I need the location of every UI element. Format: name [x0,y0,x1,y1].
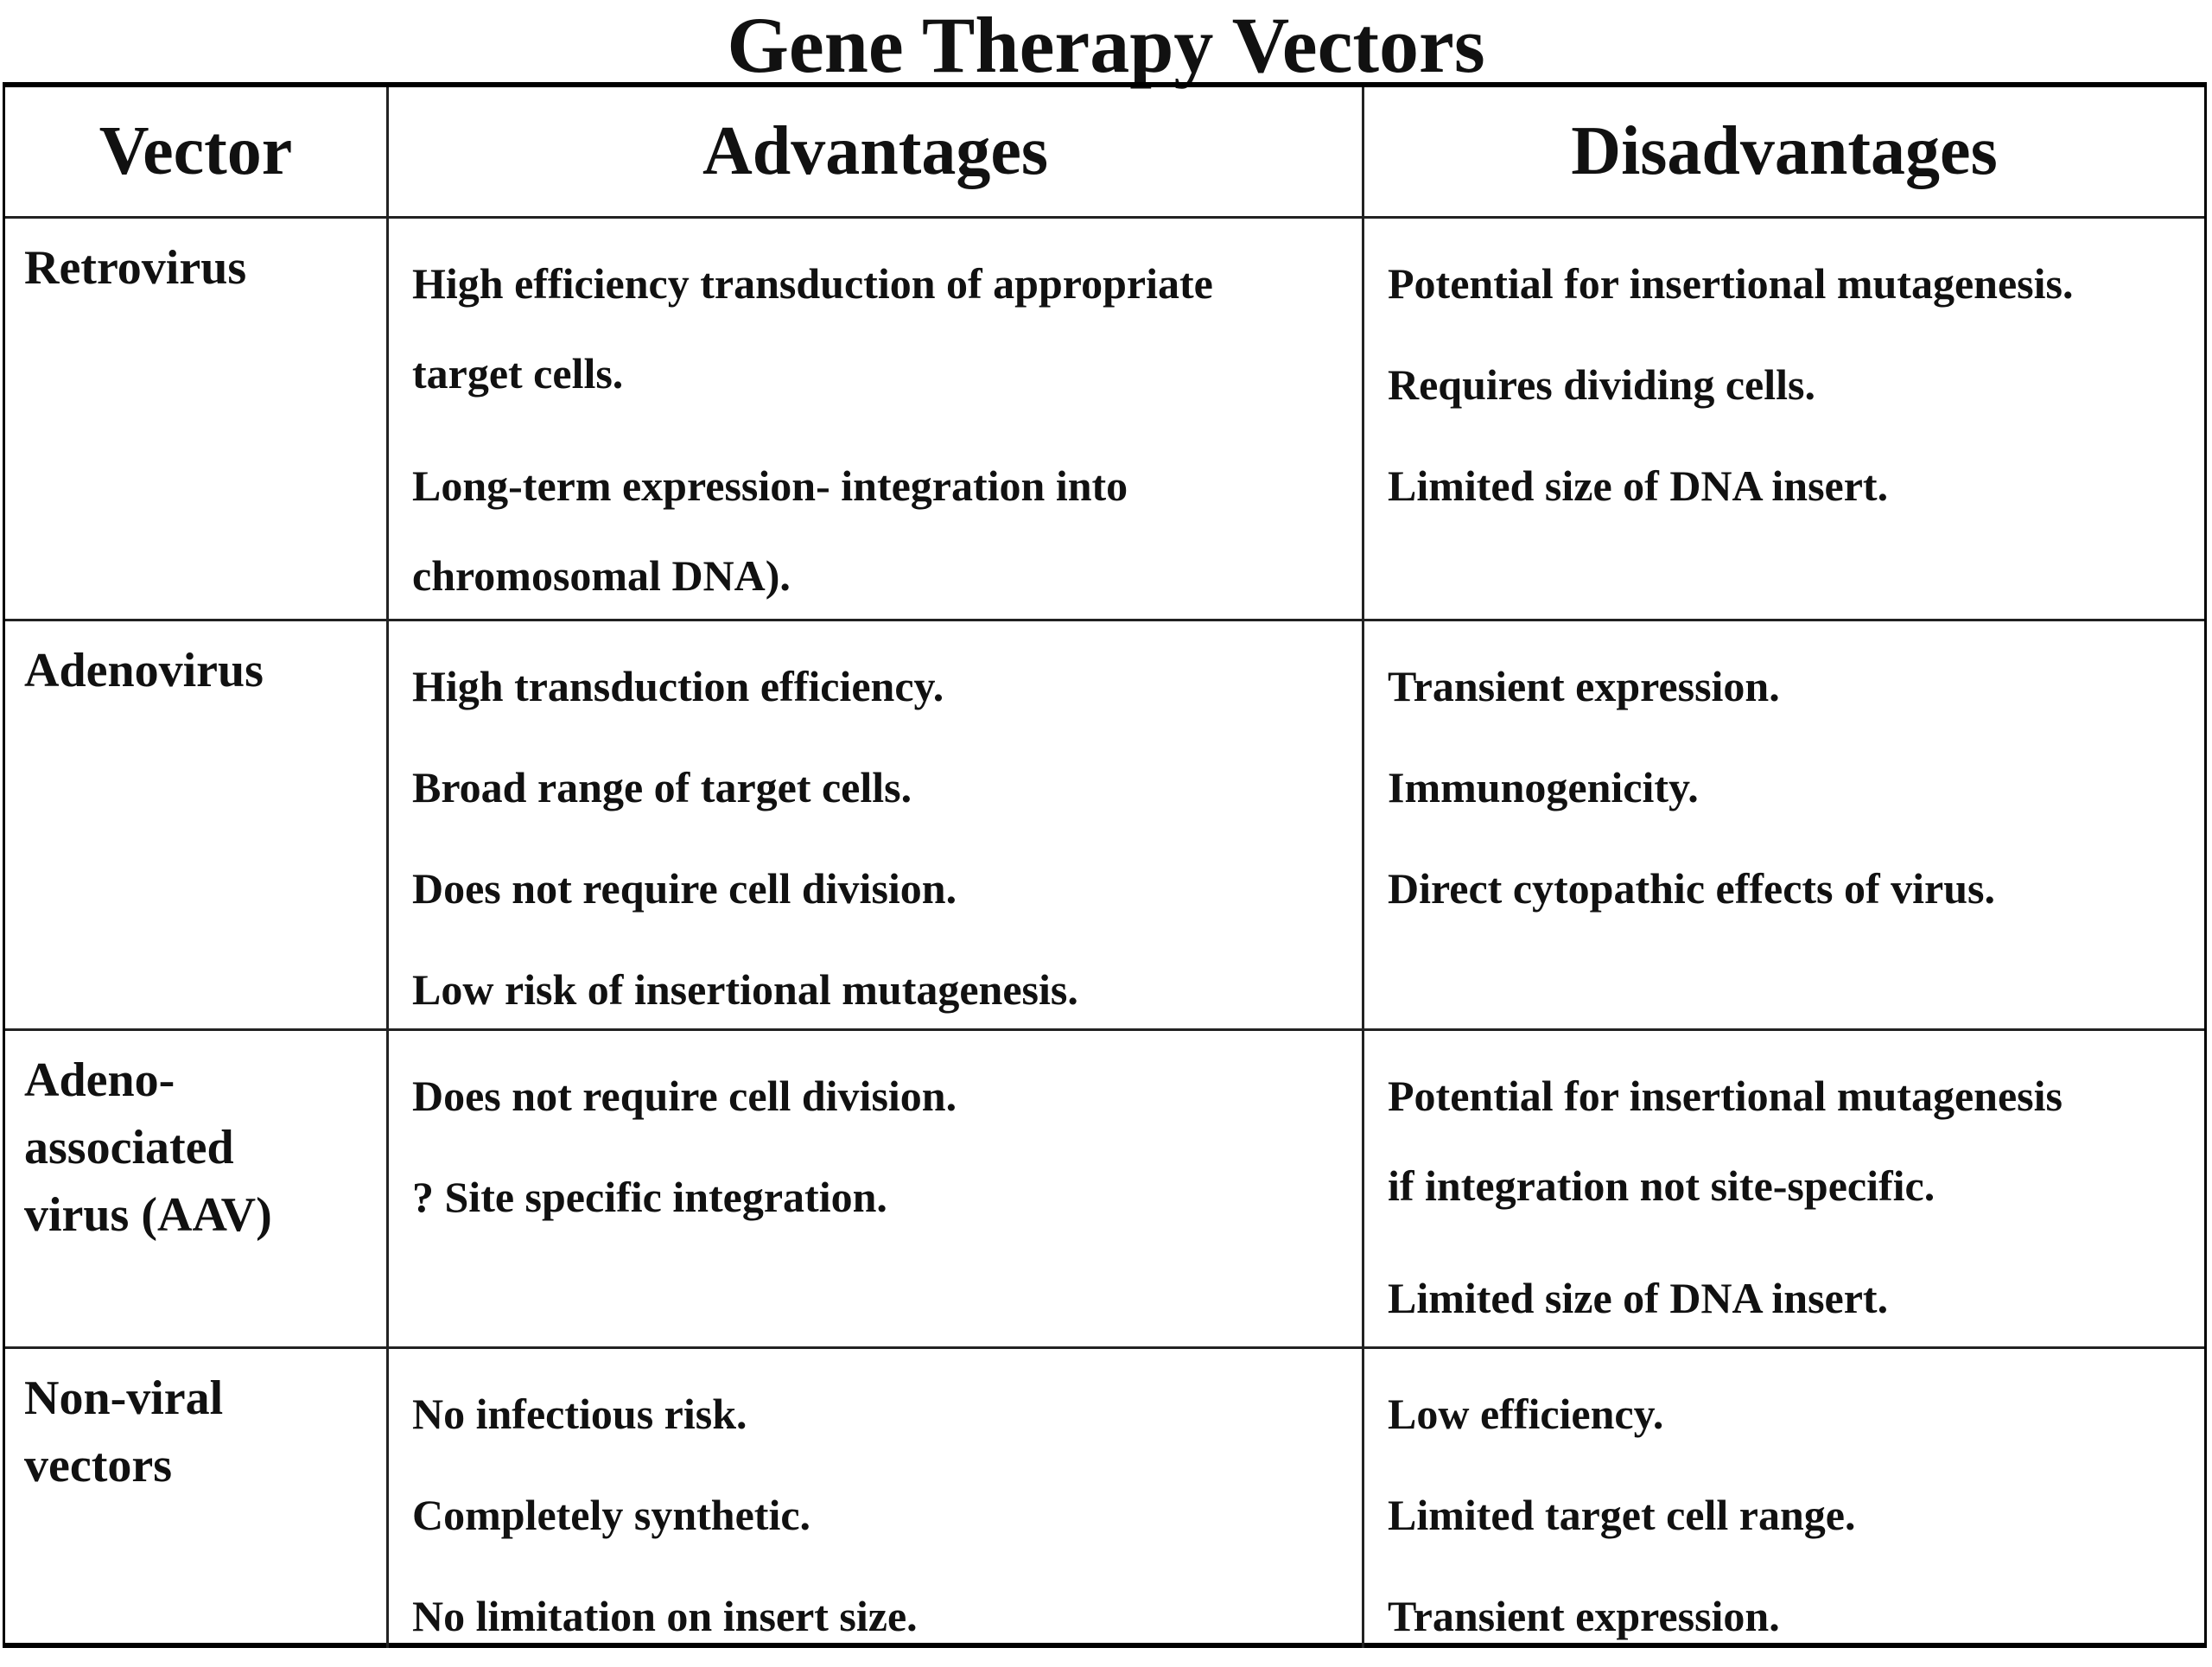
header-vector: Vector [5,87,389,216]
disadvantage-item: Direct cytopathic effects of virus. [1388,864,1996,913]
advantage-item: High transduction efficiency. [412,662,944,710]
disadvantage-item: Potential for insertional mutagenesis [1388,1072,2063,1120]
advantages-cell: Does not require cell division. ? Site s… [389,1031,1364,1346]
vector-name-line: Retrovirus [24,241,247,295]
advantage-item: chromosomal DNA). [412,551,791,600]
advantage-item: ? Site specific integration. [412,1173,887,1221]
advantage-item: Long-term expression- integration into [412,461,1128,510]
table-row: Adeno-associated virus (AAV) Does not requ… [5,1031,2204,1349]
advantage-item: Does not require cell division. [412,1072,957,1120]
advantage-item: No limitation on insert size. [412,1592,918,1640]
vector-name-line: vectors [24,1439,173,1492]
advantage-item: High efficiency transduction of appropri… [412,259,1213,308]
advantage-item: Broad range of target cells. [412,763,912,811]
advantage-item: No infectious risk. [412,1390,747,1438]
disadvantages-cell: Potential for insertional mutagenesis. Re… [1364,219,2204,619]
disadvantage-item: if integration not site-specific. [1388,1161,1936,1210]
advantages-cell: High efficiency transduction of appropri… [389,219,1364,619]
header-advantages: Advantages [389,87,1364,216]
advantage-item: Completely synthetic. [412,1491,811,1539]
advantage-item: Does not require cell division. [412,864,957,913]
vector-name-line: Adeno- [24,1053,175,1107]
disadvantage-item: Potential for insertional mutagenesis. [1388,259,2074,308]
advantage-item: target cells. [412,349,624,398]
vector-name-line: Non-viral [24,1371,224,1425]
disadvantage-item: Requires dividing cells. [1388,360,1815,409]
disadvantage-item: Transient expression. [1388,1592,1780,1640]
vector-name-line: associated [24,1121,234,1174]
vector-name-line: virus (AAV) [24,1188,272,1242]
table-header-row: Vector Advantages Disadvantages [5,87,2204,219]
table-row: Non-viral vectors No infectious risk. Compl… [5,1349,2204,1648]
disadvantage-item: Limited size of DNA insert. [1388,1274,1889,1322]
vector-cell: Adenovirus [5,621,389,1028]
disadvantage-item: Transient expression. [1388,662,1780,710]
table-row: Retrovirus High efficiency transduction o… [5,219,2204,621]
vector-cell: Non-viral vectors [5,1349,389,1648]
advantage-item: Low risk of insertional mutagenesis. [412,965,1078,1014]
table-row: Adenovirus High transduction efficiency. B… [5,621,2204,1031]
vector-cell: Retrovirus [5,219,389,619]
disadvantage-item: Limited size of DNA insert. [1388,461,1889,510]
advantages-cell: High transduction efficiency. Broad range… [389,621,1364,1028]
gene-therapy-vectors-table: Vector Advantages Disadvantages Retrovir… [3,82,2207,1648]
page-title: Gene Therapy Vectors [727,1,1485,89]
advantages-cell: No infectious risk. Completely synthetic.… [389,1349,1364,1648]
header-disadvantages: Disadvantages [1571,113,1998,189]
disadvantage-item: Limited target cell range. [1388,1491,1856,1539]
disadvantages-cell: Transient expression. Immunogenicity. Dire… [1364,621,2204,1028]
vector-name-line: Adenovirus [24,644,264,697]
disadvantages-cell: Low efficiency. Limited target cell range… [1364,1349,2204,1648]
vector-cell: Adeno-associated virus (AAV) [5,1031,389,1346]
disadvantage-item: Immunogenicity. [1388,763,1699,811]
disadvantage-item: Low efficiency. [1388,1390,1664,1438]
disadvantages-cell: Potential for insertional mutagenesis if … [1364,1031,2204,1346]
